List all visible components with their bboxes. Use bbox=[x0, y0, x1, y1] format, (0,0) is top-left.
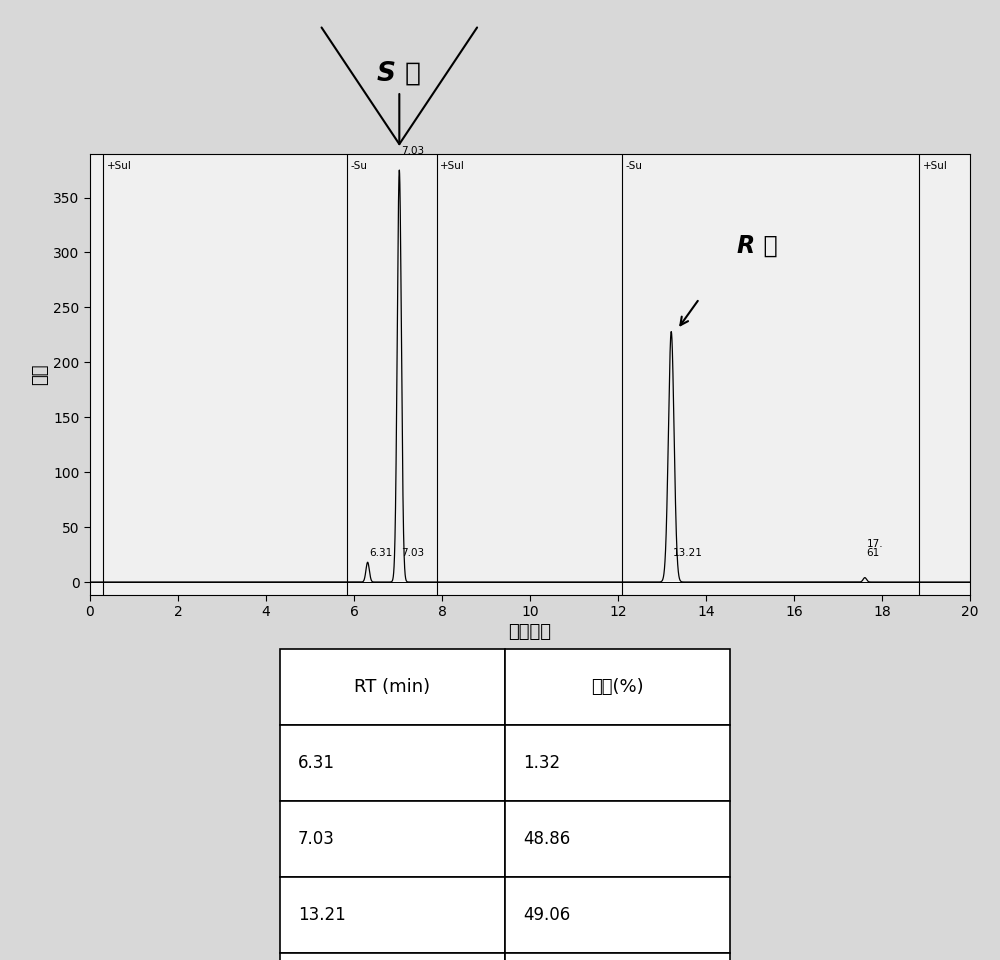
Text: +Sul: +Sul bbox=[107, 161, 132, 171]
Text: 7.03: 7.03 bbox=[401, 548, 424, 558]
Text: -Su: -Su bbox=[351, 161, 368, 171]
Text: +Sul: +Sul bbox=[923, 161, 948, 171]
Text: 17.
61: 17. 61 bbox=[867, 539, 883, 558]
Text: 7.03: 7.03 bbox=[402, 146, 425, 156]
Text: 13.21: 13.21 bbox=[673, 548, 703, 558]
Text: 6.31: 6.31 bbox=[369, 548, 393, 558]
Text: -Su: -Su bbox=[626, 161, 643, 171]
Text: +Sul: +Sul bbox=[440, 161, 465, 171]
Y-axis label: 响应: 响应 bbox=[31, 364, 49, 385]
Text: S 酸: S 酸 bbox=[377, 60, 421, 86]
Text: R 酯: R 酯 bbox=[737, 234, 777, 258]
X-axis label: 保留时间: 保留时间 bbox=[509, 623, 552, 641]
